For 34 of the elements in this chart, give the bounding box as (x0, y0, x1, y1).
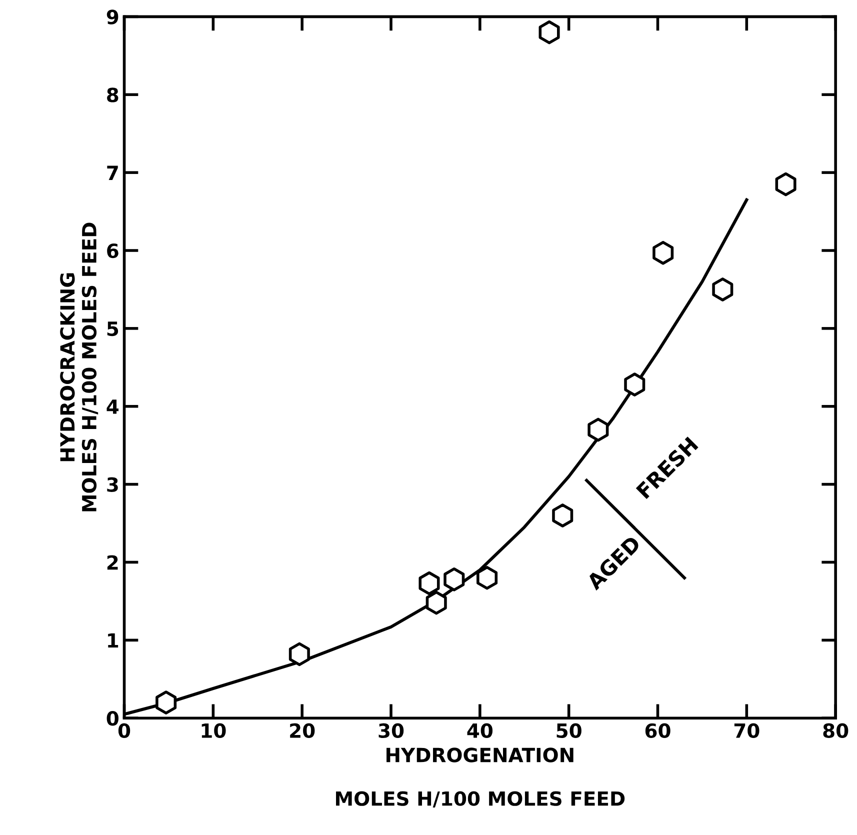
point (418, 571, 440, 596)
point (444, 567, 465, 592)
text: HYDROGENATION MOLES H/100 MOLES FEED (336, 748, 625, 808)
point (426, 590, 447, 615)
point (288, 642, 310, 666)
point (775, 172, 796, 196)
x-tick-label: 40 (467, 723, 493, 738)
y-tick-label: 7 (107, 166, 118, 180)
point (552, 504, 574, 528)
y-tick-label: 4 (106, 400, 119, 414)
point (156, 690, 177, 714)
y-tick-label: 1 (108, 633, 118, 648)
point (652, 240, 674, 265)
x-tick-label: 60 (645, 723, 670, 738)
x-tick-label: 0 (118, 723, 130, 738)
y-tick-label: 0 (106, 711, 118, 726)
x-tick-label: 20 (290, 723, 315, 738)
y-tick-label: 2 (107, 555, 118, 570)
point (588, 418, 609, 442)
y-tick-label: 5 (107, 322, 118, 336)
x-tick-label: 10 (202, 723, 226, 738)
x-tick-label: 70 (734, 723, 760, 738)
point (624, 372, 646, 396)
y-tick-label: 3 (107, 477, 118, 492)
point (712, 278, 734, 302)
x-tick-label: 30 (378, 723, 404, 738)
y-tick-label: 8 (107, 88, 118, 102)
y-axis-title: HYDROCRACKING MOLES H/100 MOLES FEED (60, 222, 98, 512)
y-tick-label: 9 (106, 10, 118, 24)
x-tick-label: 50 (556, 723, 582, 738)
x-tick-label: 80 (823, 723, 848, 738)
y-tick-label: 6 (107, 243, 118, 258)
point (476, 566, 498, 590)
point (538, 20, 560, 44)
